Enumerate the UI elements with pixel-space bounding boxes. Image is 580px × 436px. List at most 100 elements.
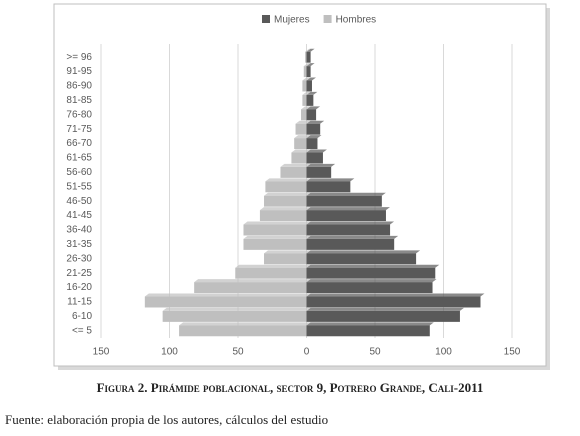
bar [306, 80, 312, 92]
bar [306, 296, 481, 308]
y-tick-label: 66-70 [66, 138, 92, 149]
bar-top [194, 279, 311, 283]
bar [294, 138, 307, 150]
y-tick-label: 26-30 [66, 253, 92, 264]
bar-top [305, 48, 311, 52]
bar-top [306, 293, 485, 297]
bar [306, 253, 417, 265]
x-tick-label: 150 [504, 347, 521, 358]
bar-top [302, 91, 311, 95]
legend-label: Hombres [336, 15, 377, 26]
x-tick-label: 100 [161, 347, 178, 358]
y-tick-label: 71-75 [66, 124, 92, 135]
legend-swatch [262, 15, 270, 23]
bar [306, 181, 351, 193]
bar [280, 166, 307, 178]
bar [306, 238, 395, 250]
bar [235, 267, 307, 279]
x-tick-label: 50 [232, 347, 244, 358]
bar-top [295, 120, 311, 124]
y-tick-label: >= 96 [66, 52, 92, 63]
bar-top [294, 135, 311, 139]
bar-top [306, 322, 434, 326]
bar [302, 80, 307, 92]
bar-top [179, 322, 311, 326]
bar [144, 296, 307, 308]
x-tick-label: 150 [93, 347, 110, 358]
y-tick-label: 21-25 [66, 268, 92, 279]
bar-top [162, 307, 311, 311]
bar [306, 138, 318, 150]
y-tick-label: 51-55 [66, 181, 92, 192]
bar [243, 238, 307, 250]
y-tick-label: 91-95 [66, 66, 92, 77]
bar-top [264, 192, 311, 196]
bar [179, 325, 307, 337]
bar-top [303, 63, 311, 67]
bar-top [302, 77, 311, 81]
bar-top [306, 48, 315, 52]
bar [306, 166, 332, 178]
figure-caption: Figura 2. Pirámide poblacional, sector 9… [96, 380, 484, 395]
y-tick-label: 81-85 [66, 95, 92, 106]
x-tick-label: 100 [435, 347, 452, 358]
bar [264, 253, 307, 265]
y-tick-label: 76-80 [66, 109, 92, 120]
bar-top [243, 221, 311, 225]
bar-top [306, 207, 390, 211]
bar [265, 181, 307, 193]
bar [306, 310, 460, 322]
y-tick-label: 46-50 [66, 196, 92, 207]
bar-top [144, 293, 311, 297]
bar-top [259, 207, 311, 211]
bar-top [306, 235, 399, 239]
bar [243, 224, 307, 236]
bar [306, 195, 382, 207]
bar-top [306, 91, 318, 95]
bar-top [306, 63, 315, 67]
bar-top [306, 307, 464, 311]
bar [306, 325, 430, 337]
bar-top [306, 120, 325, 124]
y-tick-label: 41-45 [66, 210, 92, 221]
y-tick-label: 56-60 [66, 167, 92, 178]
bar [306, 210, 386, 222]
bar [259, 210, 307, 222]
bar [306, 267, 436, 279]
bar-top [291, 149, 311, 153]
bar [305, 51, 307, 63]
bar-top [306, 221, 395, 225]
bar-top [235, 264, 311, 268]
bar [306, 152, 323, 164]
bar [295, 123, 307, 135]
bar-top [306, 279, 437, 283]
legend-label: Mujeres [274, 15, 310, 26]
bar-top [306, 106, 321, 110]
bar-top [301, 106, 311, 110]
bar [306, 109, 317, 121]
bar-top [264, 250, 311, 254]
bar [303, 66, 307, 78]
y-tick-label: 11-15 [67, 297, 92, 308]
bar [306, 51, 311, 63]
x-tick-label: 50 [369, 347, 381, 358]
y-tick-label: 6-10 [72, 311, 92, 322]
bar-top [306, 264, 440, 268]
bar [306, 282, 433, 294]
bar-top [265, 178, 311, 182]
bar-top [306, 135, 322, 139]
bar [291, 152, 307, 164]
bar [194, 282, 307, 294]
y-tick-label: 16-20 [66, 282, 92, 293]
bar [306, 94, 314, 106]
y-tick-label: 36-40 [66, 225, 92, 236]
bar-top [243, 235, 311, 239]
bar-top [306, 163, 336, 167]
bar [162, 310, 307, 322]
y-tick-label: 86-90 [66, 81, 92, 92]
bar [302, 94, 307, 106]
bar-top [306, 192, 386, 196]
bar-top [306, 149, 327, 153]
bar [301, 109, 307, 121]
